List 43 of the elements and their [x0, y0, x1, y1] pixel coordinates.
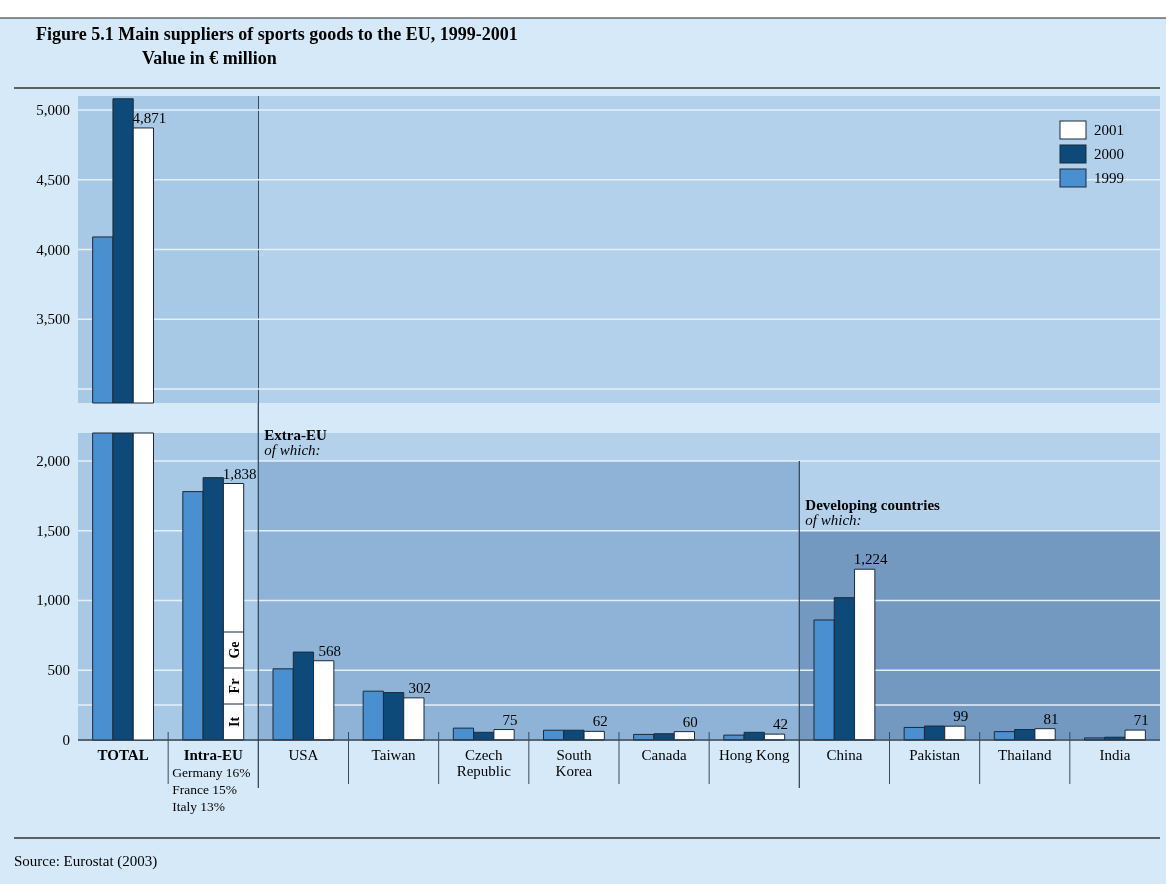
y-tick-label: 5,000: [36, 101, 70, 118]
y-tick-label: 4,000: [36, 241, 70, 258]
chart-title: Figure 5.1 Main suppliers of sports goods to the EU, 1999-2001: [36, 24, 518, 44]
y-tick-label: 1,000: [36, 592, 70, 609]
x-tick-label: India: [1099, 747, 1131, 763]
data-label: 71: [1133, 712, 1149, 729]
x-tick-label: Intra-EU Germany 16% France 15% Italy 13%: [172, 747, 251, 814]
data-label: 62: [592, 713, 608, 730]
legend-label: 2000: [1094, 146, 1124, 162]
x-tick-label: Canada: [641, 747, 687, 763]
x-tick-label: TOTAL: [97, 747, 149, 763]
x-tick-label: Czech Republic: [456, 747, 512, 779]
data-label: 42: [773, 716, 789, 733]
data-label: 60: [682, 713, 698, 730]
data-label: 1,838: [222, 465, 257, 482]
x-tick-label: South Korea: [555, 747, 593, 779]
chart-subtitle: Value in € million: [142, 48, 277, 68]
x-tick-label: China: [826, 747, 863, 763]
y-tick-label: 1,500: [36, 522, 70, 539]
legend-label: 1999: [1094, 170, 1124, 186]
y-tick-label: 500: [47, 662, 70, 679]
y-tick-label: 3,500: [36, 311, 70, 328]
annotation: It: [226, 716, 242, 728]
data-label: 568: [318, 642, 341, 659]
x-tick-label: Taiwan: [371, 747, 417, 763]
band-label: Extra-EU of which:: [264, 426, 327, 458]
annotation: Ge: [226, 641, 242, 659]
legend-label: 2001: [1094, 122, 1124, 138]
data-label: 1,224: [853, 551, 889, 568]
data-label: 75: [502, 711, 518, 728]
x-tick-label: Pakistan: [909, 747, 961, 763]
x-tick-label: USA: [288, 747, 319, 763]
band-label: Developing countries of which:: [805, 496, 941, 528]
data-label: 81: [1043, 710, 1059, 727]
y-tick-label: 2,000: [36, 452, 70, 469]
x-tick-label: Thailand: [998, 747, 1052, 763]
data-label: 99: [953, 708, 969, 725]
y-tick-label: 0: [62, 732, 70, 748]
y-tick-label: 4,500: [36, 171, 70, 188]
annotation: Fr: [226, 678, 242, 694]
data-label: 302: [408, 679, 432, 696]
source-note: Source: Eurostat (2003): [14, 853, 158, 870]
x-tick-label: Hong Kong: [719, 747, 790, 763]
